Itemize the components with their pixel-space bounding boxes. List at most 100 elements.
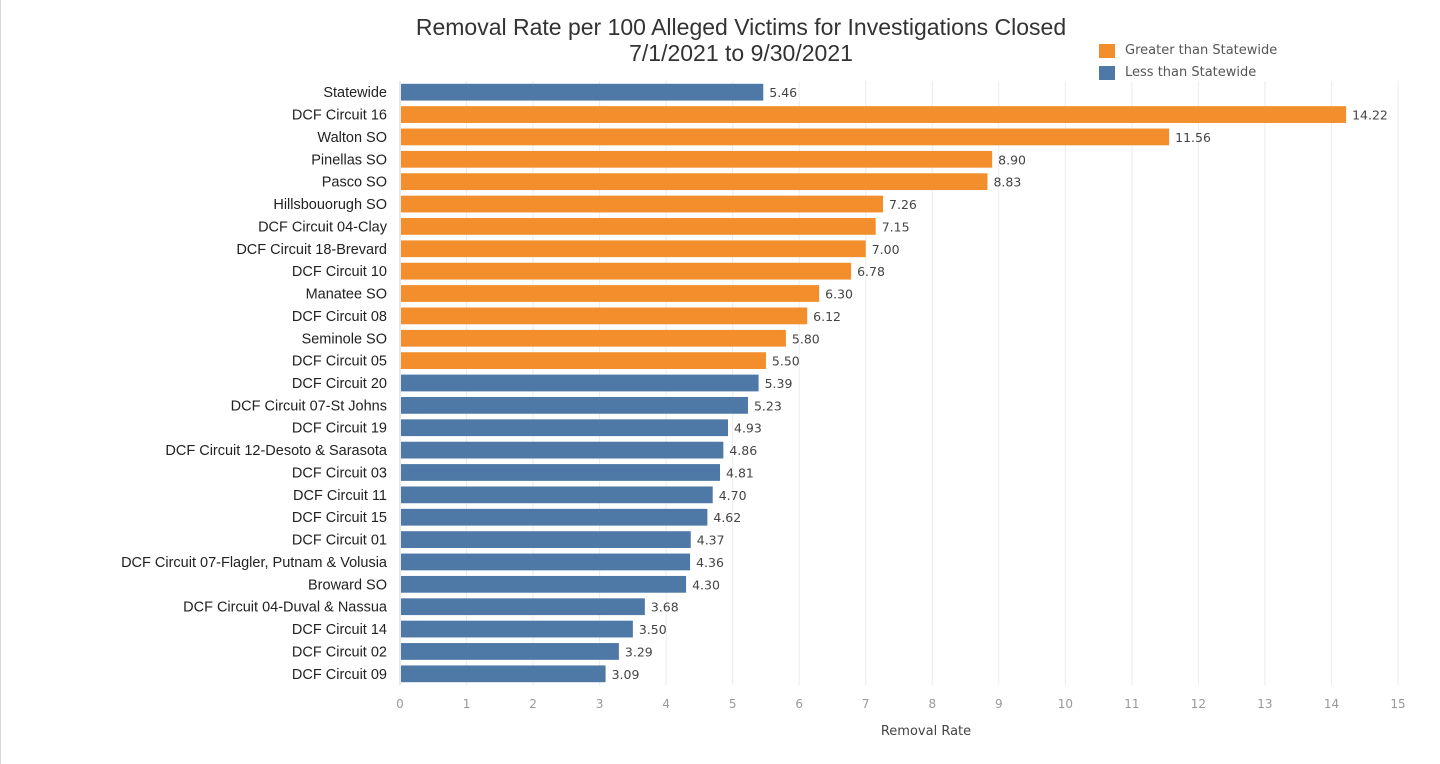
category-label-7: DCF Circuit 18-Brevard: [236, 242, 387, 258]
bar-21: [401, 553, 691, 571]
value-label-14: 5.23: [754, 398, 782, 413]
category-label-1: DCF Circuit 16: [292, 108, 387, 124]
category-label-0: Statewide: [323, 85, 387, 101]
category-label-26: DCF Circuit 09: [292, 667, 387, 683]
category-labels: Statewide DCF Circuit 16 Walton SO Pinellas…: [121, 85, 388, 683]
bar-3: [401, 150, 993, 168]
bar-23: [401, 598, 645, 616]
legend-label-greater: Greater than Statewide: [1125, 43, 1278, 58]
value-label-13: 5.39: [765, 376, 793, 391]
x-tick-label-2: 2: [529, 697, 537, 711]
value-label-20: 4.37: [697, 533, 725, 548]
category-label-3: Pinellas SO: [311, 152, 387, 168]
value-label-3: 8.90: [998, 152, 1026, 167]
bar-19: [401, 508, 708, 526]
x-tick-label-11: 11: [1124, 697, 1139, 711]
x-tick-label-8: 8: [928, 697, 936, 711]
value-label-6: 7.15: [882, 219, 910, 234]
legend-item-less: Less than Statewide: [1099, 66, 1277, 88]
category-label-24: DCF Circuit 14: [292, 622, 387, 638]
bar-6: [401, 218, 876, 235]
x-tick-label-3: 3: [596, 697, 604, 711]
bar-18: [401, 486, 713, 504]
value-label-24: 3.50: [639, 622, 667, 637]
value-label-11: 5.80: [792, 331, 820, 346]
category-label-14: DCF Circuit 07-St Johns: [231, 398, 387, 414]
category-label-18: DCF Circuit 11: [293, 488, 387, 504]
bar-7: [401, 240, 866, 258]
bar-24: [401, 620, 633, 638]
value-label-1: 14.22: [1352, 108, 1388, 123]
legend-label-less: Less than Statewide: [1125, 65, 1257, 80]
value-label-25: 3.29: [625, 644, 653, 659]
bar-1: [401, 106, 1347, 123]
bar-9: [401, 285, 820, 302]
x-tick-label-5: 5: [729, 697, 737, 711]
value-label-5: 7.26: [889, 197, 917, 212]
x-tick-label-15: 15: [1390, 697, 1405, 711]
chart-subtitle: 7/1/2021 to 9/30/2021: [629, 40, 853, 66]
legend: Greater than Statewide Less than Statewi…: [1099, 44, 1277, 88]
category-label-5: Hillsbouorugh SO: [273, 197, 387, 213]
bar-15: [401, 419, 729, 437]
category-label-2: Walton SO: [317, 130, 387, 146]
category-label-20: DCF Circuit 01: [292, 533, 387, 549]
bar-8: [401, 262, 852, 280]
category-label-6: DCF Circuit 04-Clay: [258, 219, 388, 235]
value-label-22: 4.30: [692, 577, 720, 592]
value-label-17: 4.81: [726, 465, 754, 480]
bar-0: [401, 83, 764, 101]
value-label-26: 3.09: [612, 667, 640, 682]
category-label-12: DCF Circuit 05: [292, 354, 387, 370]
value-label-7: 7.00: [872, 242, 900, 257]
bar-14: [401, 396, 748, 414]
value-label-18: 4.70: [719, 488, 747, 503]
value-label-10: 6.12: [813, 309, 841, 324]
chart-title: Removal Rate per 100 Alleged Victims for…: [415, 14, 1067, 40]
bar-26: [401, 665, 606, 683]
value-label-23: 3.68: [651, 600, 679, 615]
bar-11: [401, 329, 786, 347]
category-label-10: DCF Circuit 08: [292, 309, 387, 325]
category-label-22: Broward SO: [308, 577, 387, 593]
legend-item-greater: Greater than Statewide: [1099, 44, 1277, 66]
bar-16: [401, 441, 724, 459]
bar-22: [401, 575, 687, 593]
legend-swatch-greater: [1099, 44, 1115, 58]
category-label-8: DCF Circuit 10: [292, 264, 387, 280]
value-labels: 5.46 14.22 11.56 8.90 8.83 7.26 7.15 7.00 6.78 6.…: [612, 85, 1388, 682]
bar-2: [401, 128, 1170, 146]
category-label-23: DCF Circuit 04-Duval & Nassua: [183, 600, 388, 616]
x-tick-label-1: 1: [463, 697, 471, 711]
category-label-19: DCF Circuit 15: [292, 510, 387, 526]
bar-17: [401, 464, 721, 481]
bar-25: [401, 643, 619, 660]
bar-12: [401, 352, 766, 370]
x-tick-label-9: 9: [995, 697, 1003, 711]
category-label-11: Seminole SO: [302, 331, 387, 347]
category-label-25: DCF Circuit 02: [292, 644, 387, 660]
x-tick-label-14: 14: [1324, 697, 1339, 711]
x-axis-title: Removal Rate: [881, 724, 971, 739]
bar-13: [401, 374, 759, 392]
value-label-16: 4.86: [729, 443, 757, 458]
value-label-8: 6.78: [857, 264, 885, 279]
category-label-9: Manatee SO: [306, 287, 387, 303]
value-label-21: 4.36: [696, 555, 724, 570]
x-tick-label-10: 10: [1058, 697, 1073, 711]
bars: [401, 83, 1347, 683]
bar-5: [401, 195, 884, 213]
x-axis-ticks: 0 1 2 3 4 5 6 7 8 9 10 11 12 13 14 15: [396, 697, 1405, 711]
legend-swatch-less: [1099, 66, 1115, 80]
x-tick-label-6: 6: [795, 697, 803, 711]
value-label-15: 4.93: [734, 421, 762, 436]
bar-4: [401, 173, 988, 191]
bar-10: [401, 307, 808, 325]
x-tick-label-4: 4: [662, 697, 670, 711]
category-label-15: DCF Circuit 19: [292, 421, 387, 437]
x-tick-label-12: 12: [1191, 697, 1206, 711]
value-label-0: 5.46: [769, 85, 797, 100]
category-label-21: DCF Circuit 07-Flagler, Putnam & Volusia: [121, 555, 388, 571]
